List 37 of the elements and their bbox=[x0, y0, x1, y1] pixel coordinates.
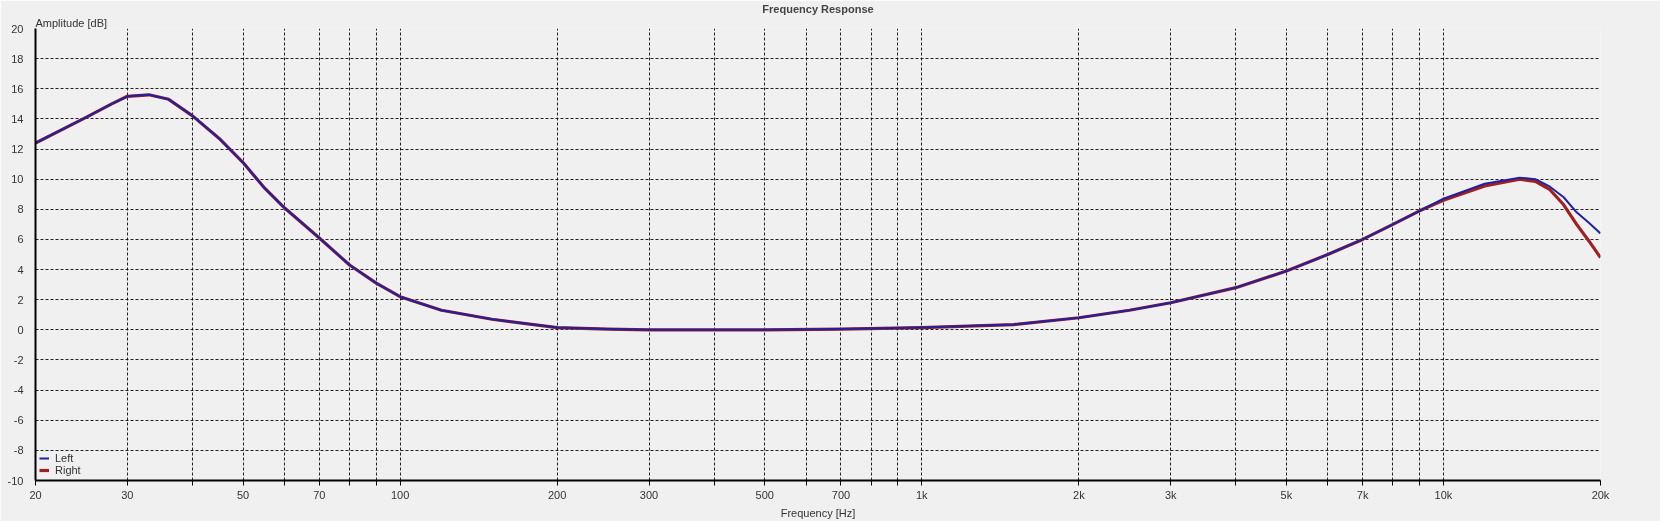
x-tick-label: 70 bbox=[313, 488, 326, 501]
x-tick-label: 500 bbox=[755, 488, 774, 501]
y-tick-label: -6 bbox=[13, 414, 24, 427]
x-tick-label: 20k bbox=[1591, 488, 1610, 501]
x-tick-label: 2k bbox=[1073, 488, 1086, 501]
y-tick-label: -4 bbox=[13, 384, 24, 397]
x-tick-label: 5k bbox=[1280, 488, 1293, 501]
x-tick-label: 30 bbox=[121, 488, 134, 501]
y-tick-label: -2 bbox=[13, 353, 24, 366]
x-tick-label: 200 bbox=[547, 488, 567, 501]
y-tick-label: -8 bbox=[13, 444, 24, 457]
x-tick-label: 100 bbox=[390, 488, 410, 501]
legend-label: Left bbox=[55, 452, 75, 464]
x-tick-label: 7k bbox=[1356, 488, 1369, 501]
y-axis-title: Amplitude [dB] bbox=[35, 16, 108, 29]
y-tick-label: 12 bbox=[11, 143, 24, 156]
x-tick-label: 20 bbox=[29, 488, 42, 501]
x-tick-label: 3k bbox=[1164, 488, 1177, 501]
x-tick-label: 50 bbox=[236, 488, 250, 501]
legend-label: Right bbox=[55, 464, 81, 476]
y-tick-label: 2 bbox=[17, 293, 24, 306]
y-tick-label: 8 bbox=[17, 203, 24, 216]
x-tick-label: 300 bbox=[639, 488, 659, 501]
y-tick-label: 14 bbox=[11, 112, 24, 125]
y-tick-label: 18 bbox=[11, 52, 24, 65]
y-tick-label: 16 bbox=[11, 82, 24, 95]
y-tick-label: 4 bbox=[17, 263, 24, 276]
y-tick-label: -10 bbox=[7, 474, 24, 487]
x-tick-label: 700 bbox=[831, 488, 851, 501]
chart-title: Frequency Response bbox=[762, 2, 874, 15]
x-tick-label: 1k bbox=[915, 488, 929, 501]
y-tick-label: 6 bbox=[17, 233, 24, 246]
y-tick-label: 0 bbox=[17, 323, 24, 336]
x-tick-label: 10k bbox=[1434, 488, 1453, 501]
x-axis-title: Frequency [Hz] bbox=[780, 506, 856, 519]
y-tick-label: 20 bbox=[11, 22, 24, 35]
y-tick-label: 10 bbox=[11, 173, 24, 186]
